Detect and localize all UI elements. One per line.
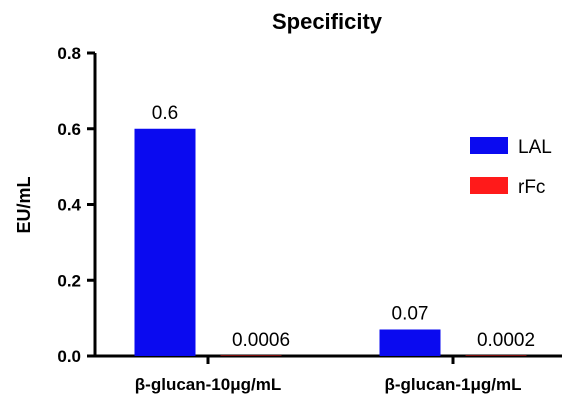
legend-label-lal: LAL: [518, 137, 552, 158]
x-tick-label: β-glucan-10μg/mL: [135, 375, 281, 394]
y-tick-label: 0.4: [57, 196, 81, 215]
y-tick-label: 0.2: [57, 271, 81, 290]
y-tick-label: 0.0: [57, 347, 81, 366]
bars: 0.6 0.0006 0.07 0.0002: [134, 103, 535, 356]
legend-label-rfc: rFc: [518, 177, 545, 198]
x-tick-labels: β-glucan-10μg/mL β-glucan-1μg/mL: [135, 375, 522, 394]
y-axis-label: EU/mL: [14, 176, 34, 233]
y-tick-label: 0.6: [57, 120, 81, 139]
legend: LAL rFc: [470, 137, 552, 198]
data-label: 0.0006: [232, 330, 290, 351]
y-tick-label: 0.8: [57, 44, 81, 63]
data-label: 0.6: [152, 103, 178, 124]
bar-lal-0: [134, 128, 196, 356]
legend-swatch-rfc: [470, 177, 508, 194]
data-label: 0.0002: [477, 330, 535, 351]
bar-lal-1: [379, 329, 441, 356]
bar-rfc-1: [465, 355, 527, 356]
bar-rfc-0: [220, 355, 282, 356]
y-ticks: 0.0 0.2 0.4 0.6 0.8: [57, 44, 95, 366]
data-label: 0.07: [392, 303, 429, 324]
chart-title: Specificity: [272, 9, 383, 34]
legend-swatch-lal: [470, 137, 508, 154]
x-tick-label: β-glucan-1μg/mL: [385, 375, 522, 394]
